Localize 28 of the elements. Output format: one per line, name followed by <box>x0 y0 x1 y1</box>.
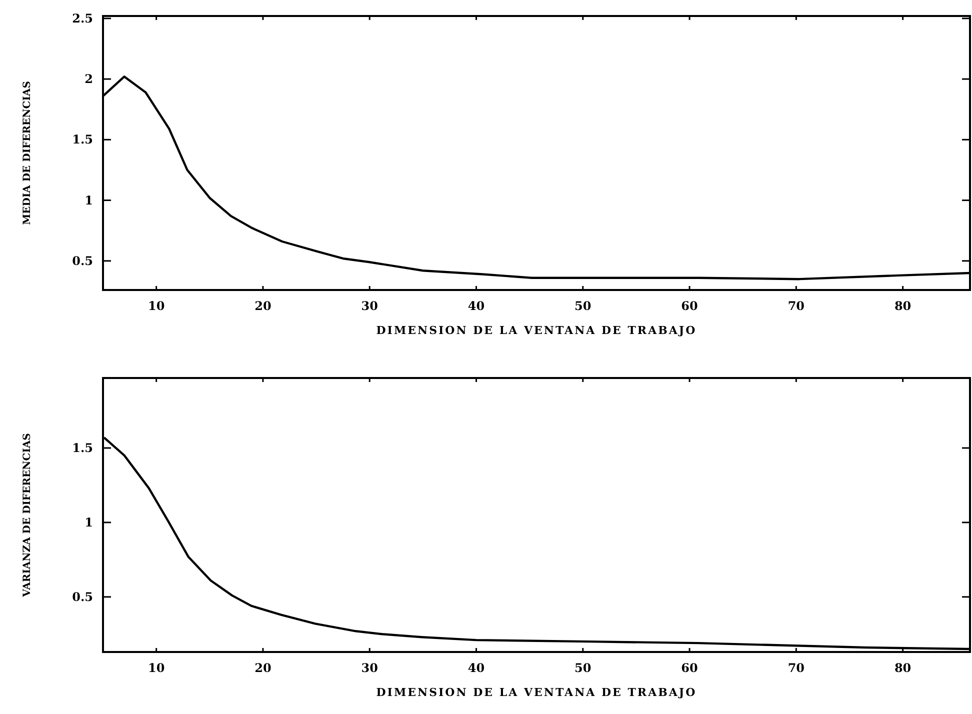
x-tick-label: 60 <box>681 299 698 313</box>
x-tick-label: 20 <box>254 661 272 675</box>
y-tick-label: 2 <box>84 72 93 86</box>
x-tick-label: 30 <box>361 661 378 675</box>
x-tick-label: 10 <box>148 299 165 313</box>
x-tick-label: 50 <box>574 299 592 313</box>
x-tick-label: 50 <box>574 661 592 675</box>
x-tick-label: 10 <box>148 661 165 675</box>
y-tick-label: 2.5 <box>72 11 93 26</box>
x-tick-label: 30 <box>361 299 378 313</box>
x-tick-label: 80 <box>894 661 912 675</box>
y-tick-label: 1.5 <box>72 132 93 147</box>
y-tick-label: 1 <box>84 515 93 530</box>
x-tick-label: 40 <box>468 661 485 675</box>
x-tick-label: 70 <box>788 299 805 313</box>
y-tick-label: 0.5 <box>72 590 93 604</box>
x-tick-label: 20 <box>254 299 272 313</box>
y-tick-label: 1.5 <box>72 440 93 455</box>
y-axis-title: MEDIA DE DIFERENCIAS <box>22 81 33 225</box>
y-tick-label: 1 <box>84 193 93 208</box>
x-tick-label: 40 <box>468 299 485 313</box>
y-tick-label: 0.5 <box>72 254 93 268</box>
x-tick-label: 70 <box>788 661 805 675</box>
x-axis-title: DIMENSION DE LA VENTANA DE TRABAJO <box>376 686 697 699</box>
x-tick-label: 80 <box>894 299 912 313</box>
y-axis-title: VARIANZA DE DIFERENCIAS <box>22 433 33 598</box>
x-tick-label: 60 <box>681 661 698 675</box>
x-axis-title: DIMENSION DE LA VENTANA DE TRABAJO <box>376 324 697 337</box>
